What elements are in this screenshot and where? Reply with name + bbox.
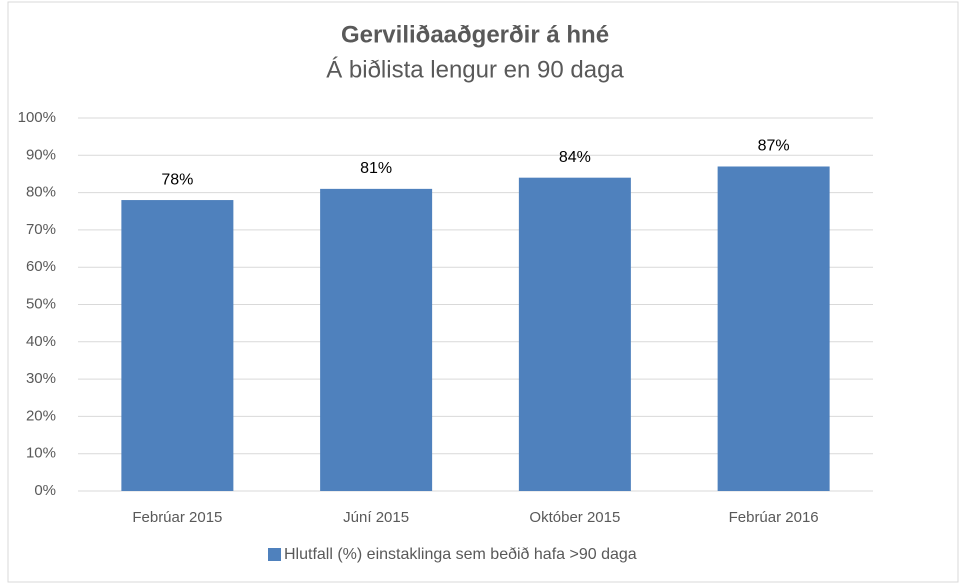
y-tick-label: 10% [26,445,56,462]
data-label: 81% [360,160,392,177]
y-tick-label: 40% [26,333,56,350]
y-tick-label: 100% [18,109,56,126]
y-tick-label: 20% [26,407,56,424]
y-tick-label: 60% [26,258,56,275]
data-label: 78% [161,171,193,188]
bar [121,200,234,491]
bar [320,188,433,491]
y-tick-label: 90% [26,146,56,163]
x-tick-label: Febrúar 2015 [132,509,222,526]
x-tick-label: Febrúar 2016 [729,509,819,526]
y-tick-label: 80% [26,184,56,201]
chart-title: Gerviliðaaðgerðir á hné [341,21,609,48]
x-tick-label: Júní 2015 [343,509,409,526]
data-label: 87% [758,138,790,155]
x-tick-label: Október 2015 [529,509,620,526]
bar [518,177,631,491]
legend-label: Hlutfall (%) einstaklinga sem beðið hafa… [284,546,637,563]
data-label: 84% [559,149,591,166]
legend-swatch [268,548,281,561]
chart-subtitle: Á biðlista lengur en 90 daga [326,56,624,83]
y-tick-label: 70% [26,221,56,238]
y-tick-label: 30% [26,370,56,387]
y-tick-label: 0% [34,482,56,499]
bar [717,166,830,492]
y-tick-label: 50% [26,295,56,312]
